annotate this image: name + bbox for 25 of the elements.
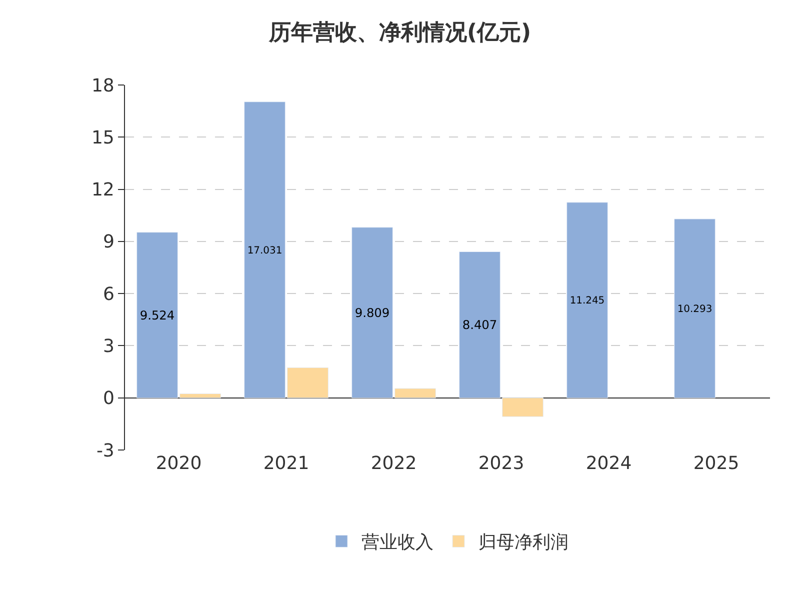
x-tick-label: 2024 (586, 453, 632, 474)
y-tick-label: 6 (102, 284, 114, 305)
data-label: 9.524 (140, 308, 175, 322)
bar (566, 202, 608, 398)
y-tick-label: 18 (91, 75, 114, 96)
x-tick-label: 2023 (478, 453, 524, 474)
y-tick-label: 12 (91, 180, 114, 201)
data-label: 11.245 (570, 296, 605, 307)
y-tick-label: 0 (102, 388, 114, 410)
legend-label: 归母净利润 (478, 532, 568, 554)
x-tick-label: 2021 (263, 453, 310, 474)
data-label: 10.293 (677, 304, 712, 315)
y-tick-label: 15 (91, 127, 114, 148)
y-tick-label: -3 (96, 440, 114, 462)
y-tick-label: 3 (102, 336, 114, 358)
bar (674, 218, 716, 398)
data-label: 17.031 (247, 245, 282, 256)
x-tick-label: 2025 (693, 453, 740, 474)
data-label: 9.809 (354, 306, 390, 320)
x-tick-label: 2022 (370, 453, 417, 474)
legend-label: 营业收入 (362, 532, 434, 554)
chart-title: 历年营收、净利情况(亿元) (268, 20, 532, 46)
x-tick-label: 2020 (156, 453, 202, 474)
y-tick-label: 9 (102, 232, 114, 253)
data-label: 8.407 (462, 318, 498, 332)
